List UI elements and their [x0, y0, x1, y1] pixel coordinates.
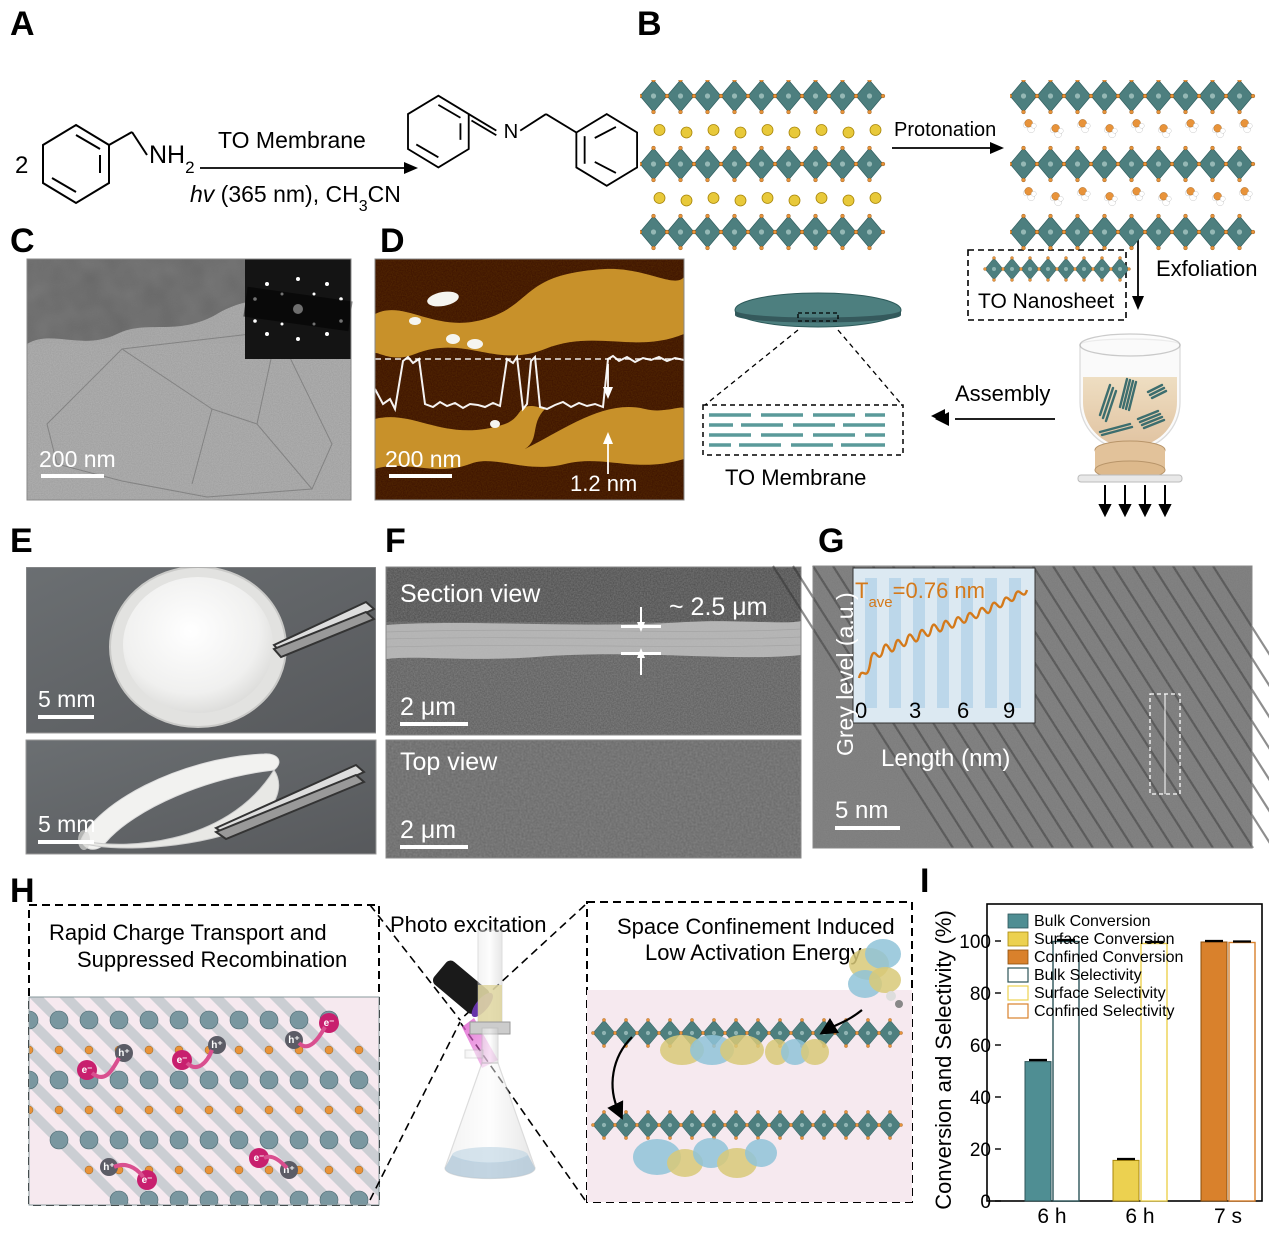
svg-text:Exfoliation: Exfoliation [1156, 256, 1258, 281]
svg-text:Top view: Top view [400, 748, 498, 776]
svg-text:Section view: Section view [400, 580, 541, 608]
svg-text:5 nm: 5 nm [835, 797, 888, 824]
svg-text:Surface Conversion: Surface Conversion [1034, 931, 1175, 948]
svg-text:20: 20 [970, 1140, 991, 1161]
svg-text:Confined Conversion: Confined Conversion [1034, 949, 1183, 966]
svg-text:h⁺: h⁺ [103, 1162, 114, 1173]
svg-text:1.2 nm: 1.2 nm [570, 471, 637, 496]
svg-text:200 nm: 200 nm [39, 446, 116, 472]
svg-text:6 h: 6 h [1125, 1205, 1154, 1228]
svg-text:hv (365 nm), CH3CN: hv (365 nm), CH3CN [190, 181, 401, 215]
svg-text:Rapid Charge Transport and: Rapid Charge Transport and [49, 920, 327, 945]
svg-text:60: 60 [970, 1036, 991, 1057]
svg-text:2 μm: 2 μm [400, 693, 456, 721]
svg-text:Bulk Conversion: Bulk Conversion [1034, 913, 1151, 930]
svg-text:Photo excitation: Photo excitation [390, 912, 547, 937]
svg-text:2 μm: 2 μm [400, 816, 456, 844]
svg-text:Surface Selectivity: Surface Selectivity [1034, 985, 1166, 1002]
svg-text:5 mm: 5 mm [38, 686, 96, 712]
svg-text:3: 3 [909, 698, 921, 723]
svg-text:Space Confinement Induced: Space Confinement Induced [617, 914, 895, 939]
svg-text:Protonation: Protonation [894, 119, 996, 141]
svg-text:~ 2.5 μm: ~ 2.5 μm [669, 593, 767, 621]
svg-text:200 nm: 200 nm [385, 446, 462, 472]
svg-text:Conversion and Selectivity (%): Conversion and Selectivity (%) [931, 910, 956, 1210]
svg-text:40: 40 [970, 1088, 991, 1109]
svg-text:6: 6 [957, 698, 969, 723]
svg-text:h⁺: h⁺ [211, 1040, 222, 1051]
svg-text:h⁺: h⁺ [118, 1048, 129, 1059]
svg-text:Confined Selectivity: Confined Selectivity [1034, 1003, 1175, 1020]
svg-text:5 mm: 5 mm [38, 811, 96, 837]
svg-text:TO Membrane: TO Membrane [218, 127, 366, 153]
svg-text:Assembly: Assembly [955, 381, 1050, 406]
svg-text:0: 0 [980, 1192, 991, 1213]
svg-text:N: N [504, 121, 519, 143]
svg-text:2: 2 [15, 152, 28, 179]
svg-text:100: 100 [959, 932, 991, 953]
svg-text:80: 80 [970, 984, 991, 1005]
svg-text:TO Membrane: TO Membrane [725, 465, 866, 490]
svg-text:6 h: 6 h [1037, 1205, 1066, 1228]
svg-text:Bulk Selectivity: Bulk Selectivity [1034, 967, 1142, 984]
svg-text:NH2: NH2 [149, 141, 195, 177]
svg-text:Suppressed Recombination: Suppressed Recombination [77, 947, 347, 972]
svg-text:Length (nm): Length (nm) [881, 745, 1010, 772]
svg-text:Grey level (a.u.): Grey level (a.u.) [832, 592, 858, 756]
svg-text:Low Activation Energy: Low Activation Energy [645, 940, 861, 965]
svg-text:e⁻: e⁻ [82, 1065, 93, 1076]
svg-text:9: 9 [1003, 698, 1015, 723]
svg-text:7 s: 7 s [1214, 1205, 1242, 1228]
svg-text:e⁻: e⁻ [254, 1153, 265, 1164]
